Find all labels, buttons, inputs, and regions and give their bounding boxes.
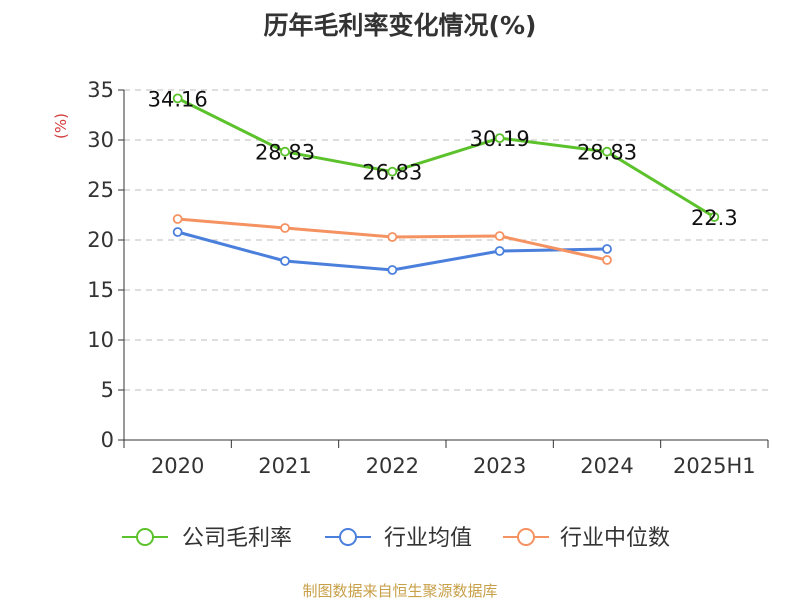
- data-point: [494, 133, 505, 144]
- data-source-note: 制图数据来自恒生聚源数据库: [302, 582, 497, 600]
- data-label: 28.83: [577, 141, 637, 165]
- y-tick-label: 0: [101, 428, 114, 452]
- legend-label: 公司毛利率: [182, 526, 292, 551]
- data-point: [602, 146, 612, 157]
- series-line: [176, 96, 716, 219]
- data-point: [387, 166, 398, 177]
- chart-title: 历年毛利率变化情况(%): [264, 11, 537, 40]
- data-point: [494, 231, 505, 241]
- y-tick-label: 20: [87, 228, 114, 252]
- data-label: 26.83: [362, 161, 422, 185]
- grid-layer: [124, 89, 768, 391]
- data-point: [172, 227, 183, 237]
- data-point: [172, 93, 183, 104]
- data-point: [387, 265, 398, 275]
- data-point: [602, 244, 612, 254]
- data-label: 22.3: [691, 206, 738, 230]
- data-label: 30.19: [470, 127, 530, 151]
- x-tick-label: 2024: [580, 454, 633, 478]
- data-point: [280, 223, 290, 233]
- legend-marker-icon: [339, 528, 357, 546]
- x-tick-label: 2025H1: [673, 454, 756, 478]
- axis-layer: 0 5 10 15 20 25 30 35 2020 2021 2022 2023 2024 2025H1: [87, 78, 769, 478]
- data-point: [494, 246, 505, 256]
- data-point: [280, 146, 290, 157]
- legend-marker-icon: [136, 528, 154, 546]
- y-tick-label: 5: [101, 378, 114, 402]
- data-point: [709, 212, 720, 222]
- x-tick-label: 2022: [366, 454, 419, 478]
- data-point: [172, 214, 183, 224]
- y-tick-label: 10: [87, 328, 114, 352]
- legend-item[interactable]: 行业中位数: [503, 526, 670, 551]
- data-point: [387, 232, 398, 242]
- series-layer: [172, 93, 720, 275]
- data-label: 28.83: [255, 141, 315, 165]
- legend[interactable]: 公司毛利率 行业均值 行业中位数: [122, 526, 670, 551]
- data-label-layer: 34.16 28.83 26.83 30.19 28.83 22.3: [148, 87, 738, 230]
- data-point: [280, 256, 290, 266]
- legend-marker-icon: [517, 528, 535, 546]
- y-tick-label: 35: [87, 78, 114, 102]
- y-tick-label: 30: [87, 128, 114, 152]
- y-tick-label: 25: [87, 178, 114, 202]
- legend-label: 行业均值: [384, 526, 472, 551]
- y-axis-label: (%): [52, 113, 70, 139]
- legend-item[interactable]: 公司毛利率: [122, 526, 292, 551]
- x-tick-label: 2020: [151, 454, 204, 478]
- data-point: [602, 255, 612, 265]
- data-label: 34.16: [148, 87, 208, 111]
- legend-label: 行业中位数: [560, 526, 670, 551]
- x-tick-label: 2021: [258, 454, 311, 478]
- x-tick-label: 2023: [473, 454, 526, 478]
- legend-item[interactable]: 行业均值: [325, 526, 472, 551]
- y-tick-label: 15: [87, 278, 114, 302]
